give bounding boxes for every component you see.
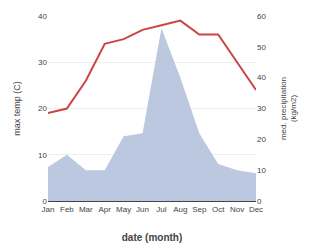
svg-text:50: 50 (257, 43, 266, 52)
svg-text:Jan: Jan (42, 205, 55, 214)
svg-text:Apr: Apr (99, 205, 112, 214)
svg-text:0: 0 (43, 197, 48, 206)
svg-text:60: 60 (257, 12, 266, 21)
svg-text:Dec: Dec (249, 205, 263, 214)
svg-text:Mar: Mar (79, 205, 93, 214)
svg-text:40: 40 (38, 12, 47, 21)
svg-text:Jun: Jun (136, 205, 149, 214)
svg-text:30: 30 (38, 58, 47, 67)
svg-text:20: 20 (38, 104, 47, 113)
svg-text:Feb: Feb (60, 205, 74, 214)
svg-text:May: May (116, 205, 131, 214)
svg-text:Aug: Aug (173, 205, 187, 214)
svg-text:max temp (C): max temp (C) (12, 81, 22, 136)
svg-text:Sep: Sep (192, 205, 207, 214)
svg-text:10: 10 (38, 151, 47, 160)
svg-text:Oct: Oct (212, 205, 225, 214)
svg-text:Nov: Nov (230, 205, 244, 214)
svg-text:30: 30 (257, 104, 266, 113)
svg-text:Jul: Jul (156, 205, 166, 214)
svg-text:20: 20 (257, 135, 266, 144)
svg-text:date (month): date (month) (122, 232, 183, 243)
svg-text:med. precipitation(kg/m2): med. precipitation(kg/m2) (279, 77, 298, 140)
svg-text:40: 40 (257, 73, 266, 82)
svg-text:0: 0 (257, 197, 262, 206)
svg-text:10: 10 (257, 166, 266, 175)
